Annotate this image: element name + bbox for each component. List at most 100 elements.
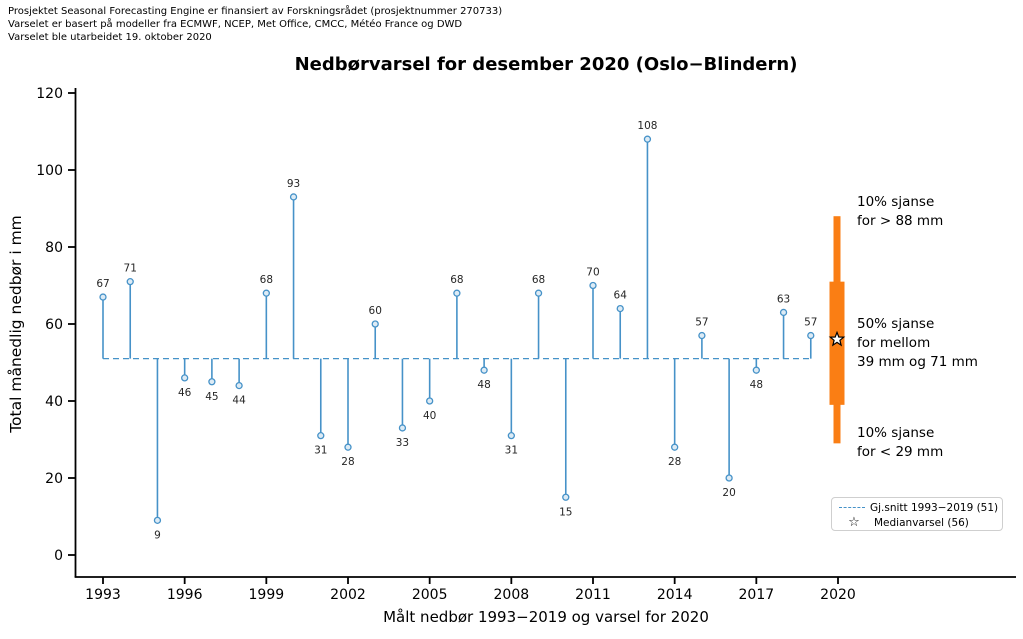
value-label-2018: 63 xyxy=(777,293,790,305)
value-label-1996: 46 xyxy=(178,387,192,399)
y-tick-label: 120 xyxy=(36,86,63,102)
annotation-line: for < 29 mm xyxy=(857,443,944,460)
x-tick-label: 2005 xyxy=(412,587,448,603)
stem-marker-2009 xyxy=(534,289,543,297)
funding-note: Prosjektet Seasonal Forecasting Engine e… xyxy=(8,6,503,17)
value-label-2017: 48 xyxy=(750,379,763,391)
stem-marker-2012 xyxy=(616,304,624,313)
annotation-lower-tail: 10% sjanse for < 29 mm xyxy=(857,424,943,462)
x-tick-label: 2002 xyxy=(330,587,366,603)
stem-marker-2000 xyxy=(289,193,298,201)
y-tick-label: 0 xyxy=(54,548,63,564)
y-tick-label: 60 xyxy=(45,317,63,333)
value-label-2002: 28 xyxy=(341,456,354,468)
dashed-line-icon xyxy=(839,507,865,508)
legend-label-median: Medianvarsel (56) xyxy=(874,516,969,529)
value-label-2007: 48 xyxy=(477,379,490,391)
value-label-2008: 31 xyxy=(505,445,518,457)
y-axis-label: Total månedlig nedbør i mm xyxy=(7,215,25,433)
value-label-2000: 93 xyxy=(287,178,300,190)
x-tick-label: 1993 xyxy=(85,587,121,603)
stem-marker-2019 xyxy=(807,331,815,340)
stem-marker-1994 xyxy=(126,277,134,286)
y-tick-label: 80 xyxy=(45,240,63,256)
value-label-2014: 28 xyxy=(668,456,681,468)
issued-note: Varselet ble utarbeidet 19. oktober 2020 xyxy=(8,32,212,43)
annotation-line: for > 88 mm xyxy=(857,212,944,229)
stem-marker-2016 xyxy=(725,474,733,482)
value-label-1995: 9 xyxy=(154,529,161,541)
value-label-2011: 70 xyxy=(586,267,599,279)
value-label-2015: 57 xyxy=(695,317,708,329)
legend-item-median: ☆ Medianvarsel (56) xyxy=(839,515,998,530)
annotation-upper-tail: 10% sjanse for > 88 mm xyxy=(857,193,943,231)
stem-marker-2017 xyxy=(752,366,760,374)
stem-marker-2003 xyxy=(371,320,379,328)
stem-marker-1999 xyxy=(262,289,270,297)
stem-marker-1997 xyxy=(208,378,216,386)
value-label-1994: 71 xyxy=(124,263,137,275)
legend-label-mean: Gj.snitt 1993−2019 (51) xyxy=(870,501,999,514)
value-label-2004: 33 xyxy=(396,437,409,449)
stem-marker-2015 xyxy=(698,331,706,340)
stem-marker-2018 xyxy=(779,308,788,317)
header-notes: Prosjektet Seasonal Forecasting Engine e… xyxy=(8,5,502,44)
stem-marker-1993 xyxy=(99,293,107,301)
stem-marker-2006 xyxy=(453,289,461,297)
value-label-1998: 44 xyxy=(232,395,246,407)
value-label-2019: 57 xyxy=(804,317,817,329)
stem-marker-1996 xyxy=(181,374,189,382)
stem-marker-2007 xyxy=(480,366,488,374)
x-tick-label: 2020 xyxy=(820,587,856,603)
stem-marker-2014 xyxy=(671,443,679,451)
x-tick-label: 1996 xyxy=(167,587,203,603)
value-label-2012: 64 xyxy=(614,290,628,302)
annotation-line: for mellom xyxy=(857,334,931,351)
value-label-2013: 108 xyxy=(637,120,657,132)
y-tick-label: 20 xyxy=(45,471,63,487)
stem-marker-2005 xyxy=(426,397,434,405)
value-label-1997: 45 xyxy=(205,391,218,403)
y-tick-label: 100 xyxy=(36,163,63,179)
value-label-2016: 20 xyxy=(722,487,735,499)
value-label-2003: 60 xyxy=(369,305,382,317)
value-label-1993: 67 xyxy=(96,278,109,290)
annotation-central-range: 50% sjanse for mellom 39 mm og 71 mm xyxy=(857,315,978,371)
annotation-line: 10% sjanse xyxy=(857,425,935,441)
value-label-2010: 15 xyxy=(559,506,572,518)
median-forecast-star xyxy=(828,330,846,347)
chart-title: Nedbørvarsel for desember 2020 (Oslo−Bli… xyxy=(294,54,798,75)
models-note: Varselet er basert på modeller fra ECMWF… xyxy=(8,19,463,30)
x-axis-label: Målt nedbør 1993−2019 og varsel for 2020 xyxy=(383,608,709,626)
y-tick-label: 40 xyxy=(45,394,63,410)
value-label-1999: 68 xyxy=(260,274,273,286)
stem-marker-2011 xyxy=(589,281,597,290)
stem-marker-2001 xyxy=(317,431,325,440)
annotation-line: 50% sjanse xyxy=(857,316,935,332)
legend-item-mean: Gj.snitt 1993−2019 (51) xyxy=(839,500,998,515)
x-tick-label: 2011 xyxy=(575,587,611,603)
x-tick-label: 2017 xyxy=(739,587,775,603)
legend: Gj.snitt 1993−2019 (51) ☆ Medianvarsel (… xyxy=(831,497,1003,531)
stem-marker-2002 xyxy=(344,443,352,451)
stem-marker-1998 xyxy=(235,381,243,390)
x-tick-label: 2008 xyxy=(494,587,530,603)
x-tick-label: 1999 xyxy=(249,587,285,603)
value-label-2005: 40 xyxy=(423,410,436,422)
stems: 67 71 9 46 45 44 68 93 31 28 60 33 40 68 48 31 68 15 70 64 1… xyxy=(96,120,817,541)
star-icon: ☆ xyxy=(848,515,860,530)
annotation-line: 10% sjanse xyxy=(857,194,935,210)
stem-marker-2013 xyxy=(643,135,652,143)
value-label-2009: 68 xyxy=(532,274,545,286)
stem-marker-2010 xyxy=(562,493,570,501)
stem-marker-2008 xyxy=(507,431,515,440)
stem-marker-2004 xyxy=(398,424,407,432)
x-tick-label: 2014 xyxy=(657,587,693,603)
stem-marker-1995 xyxy=(153,516,162,524)
forecast-50pct-bar xyxy=(829,281,845,405)
annotation-line: 39 mm og 71 mm xyxy=(857,353,978,370)
value-label-2006: 68 xyxy=(450,274,463,286)
value-label-2001: 31 xyxy=(314,445,327,457)
